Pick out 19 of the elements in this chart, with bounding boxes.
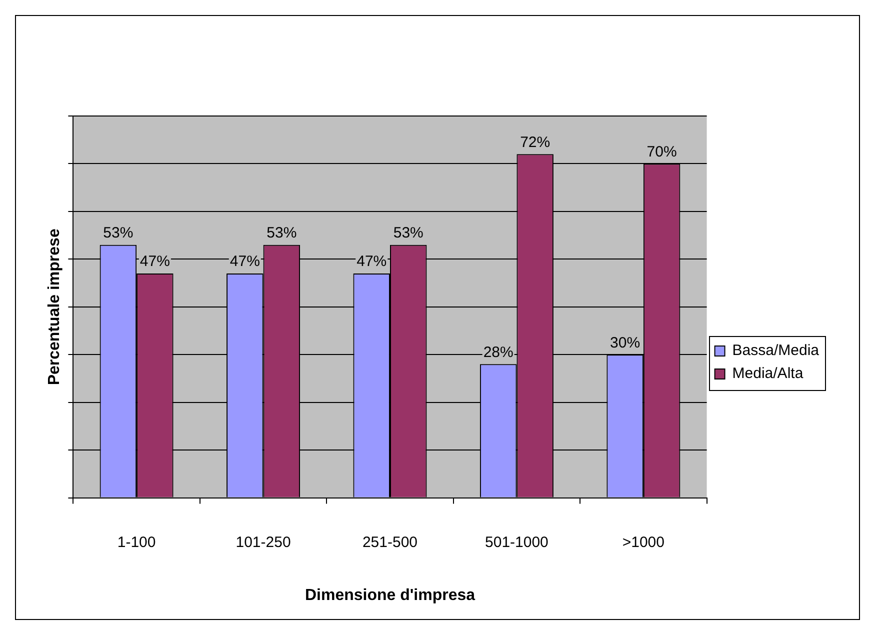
x-tick-label: 101-250: [236, 534, 291, 551]
data-label: 47%: [140, 253, 170, 270]
data-label: 53%: [393, 224, 424, 242]
x-tick-label: >1000: [622, 534, 664, 551]
y-axis-title: Percentuale imprese: [46, 228, 64, 386]
data-label: 53%: [103, 224, 134, 242]
legend-label: Bassa/Media: [732, 342, 820, 360]
data-label: 70%: [646, 143, 677, 160]
data-label: 47%: [356, 253, 387, 270]
data-label: 53%: [266, 224, 297, 242]
data-label: 47%: [230, 253, 260, 270]
x-axis-title: Dimensione d'impresa: [304, 586, 476, 604]
x-tick-label: 251-500: [362, 534, 418, 551]
data-label: 28%: [483, 344, 514, 361]
x-tick-label: 501-1000: [485, 534, 548, 551]
x-tick-label: 1-100: [117, 534, 156, 551]
data-label: 30%: [610, 334, 640, 352]
data-label: 72%: [520, 134, 550, 151]
legend-label: Media/Alta: [732, 365, 804, 382]
